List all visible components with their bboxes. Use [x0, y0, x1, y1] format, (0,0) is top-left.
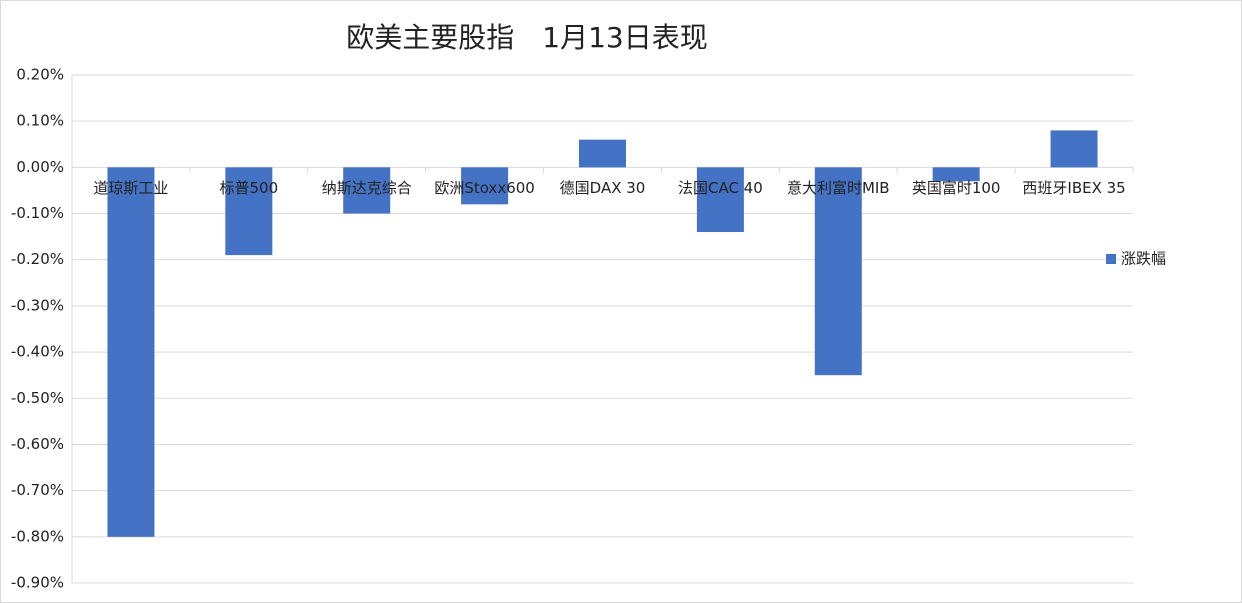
bar — [107, 167, 155, 537]
x-tick-label: 纳斯达克综合 — [322, 179, 412, 197]
bar — [814, 167, 862, 376]
y-tick-label: 0.10% — [16, 112, 64, 130]
bar — [932, 167, 980, 182]
bar — [225, 167, 273, 256]
y-tick-label: -0.70% — [11, 481, 64, 499]
chart-title: 欧美主要股指 1月13日表现 — [346, 21, 707, 54]
y-tick-label: 0.20% — [16, 66, 64, 84]
x-tick-label: 欧洲Stoxx600 — [434, 179, 535, 197]
y-tick-label: -0.60% — [11, 435, 64, 453]
y-tick-label: -0.10% — [11, 204, 64, 222]
y-tick-label: -0.20% — [11, 250, 64, 268]
legend-label: 涨跌幅 — [1121, 250, 1166, 268]
x-tick-label: 德国DAX 30 — [560, 179, 646, 197]
x-tick-label: 英国富时100 — [912, 179, 1001, 197]
bar — [696, 167, 744, 233]
x-tick-label: 西班牙IBEX 35 — [1022, 179, 1125, 197]
bar — [343, 167, 391, 214]
x-tick-label: 意大利富时MIB — [787, 179, 890, 197]
y-tick-label: -0.90% — [11, 574, 64, 592]
legend-swatch — [1106, 254, 1116, 264]
x-tick-label: 道琼斯工业 — [93, 179, 168, 197]
y-tick-label: -0.40% — [11, 343, 64, 361]
y-tick-label: -0.50% — [11, 389, 64, 407]
x-tick-label: 法国CAC 40 — [678, 179, 763, 197]
bar — [579, 139, 626, 168]
y-tick-label: -0.30% — [11, 296, 64, 314]
y-tick-label: 0.00% — [16, 158, 64, 176]
bar — [461, 167, 509, 205]
x-tick-label: 标普500 — [220, 179, 279, 197]
bar — [1050, 130, 1098, 168]
y-tick-label: -0.80% — [11, 527, 64, 545]
